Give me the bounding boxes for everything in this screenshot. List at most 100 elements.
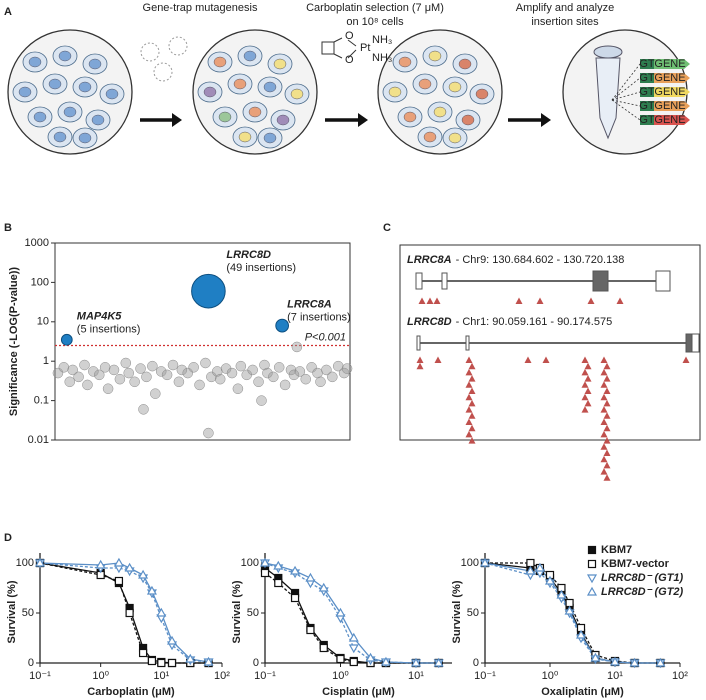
insertion (603, 399, 611, 407)
marker (147, 656, 157, 666)
insertion (468, 362, 476, 370)
background-point (79, 359, 90, 371)
background-point (312, 367, 323, 379)
insertion (587, 297, 595, 304)
cell-nucleus (105, 88, 119, 100)
hit-label: LRRC8A (287, 299, 332, 311)
marker (124, 562, 135, 572)
background-point (332, 360, 344, 372)
background-point (147, 360, 158, 372)
marker (274, 578, 283, 588)
marker (544, 575, 556, 585)
background-point (88, 366, 99, 377)
exon (691, 333, 700, 353)
marker (586, 574, 598, 584)
threshold-label: P<0.001 (305, 331, 346, 343)
exon (592, 270, 609, 292)
marker (348, 632, 359, 642)
gene-label: GENE (654, 58, 685, 70)
molecule-label: NH₃ (372, 34, 392, 46)
insertion (465, 406, 473, 413)
background-point (256, 395, 267, 406)
cell-nucleus (88, 58, 102, 70)
panel-label: B (4, 222, 12, 234)
x-axis-title: Carboplatin (μM) (87, 686, 175, 698)
marker (629, 657, 640, 667)
insertion (603, 449, 611, 456)
cell-nucleus (78, 132, 92, 144)
cell-nucleus (248, 106, 262, 118)
cell-nucleus (203, 86, 217, 98)
marker (564, 605, 575, 615)
x-tick-label: 10⁰ (92, 670, 109, 682)
background-point (188, 362, 199, 373)
step-label: insertion sites (531, 16, 599, 28)
insertion (416, 356, 424, 363)
background-point (273, 362, 285, 373)
cell-nucleus (418, 78, 432, 90)
marker (305, 572, 316, 582)
gene-box (654, 115, 690, 125)
insertion (465, 418, 473, 425)
marker (565, 598, 574, 608)
legend-label: KBM7-vector (601, 558, 670, 570)
gene-label: GENE (654, 100, 685, 112)
y-tick-label: 1 (43, 355, 49, 367)
background-point (94, 369, 105, 381)
marker (525, 565, 536, 575)
gt-label: GT (639, 114, 655, 126)
cell-nucleus (263, 132, 277, 144)
x-tick-label: 10⁻¹ (474, 670, 496, 682)
background-point (176, 364, 188, 376)
background-point (279, 379, 291, 391)
background-point (232, 383, 244, 394)
background-point (247, 364, 258, 376)
background-point (52, 367, 64, 379)
marker (575, 629, 587, 639)
molecule (321, 37, 357, 59)
marker (125, 608, 134, 618)
marker (113, 557, 124, 567)
cell-nucleus (448, 81, 462, 93)
background-point (67, 364, 78, 376)
x-tick-label: 10² (672, 670, 688, 682)
cell-nucleus (243, 50, 257, 62)
marker (410, 657, 422, 667)
step-label: Gene-trap mutagenesis (143, 2, 258, 14)
gene-name: LRRC8A (407, 254, 452, 266)
gene-title: LRRC8A - Chr9: 130.684.602 - 130.720.138 (407, 254, 624, 266)
cell-nucleus (475, 88, 489, 100)
background-point (114, 373, 126, 385)
panel-frame (399, 244, 701, 441)
x-tick-label: 10⁰ (332, 670, 349, 682)
cell-nucleus (423, 131, 437, 143)
insertion (600, 468, 608, 475)
gene-box (654, 87, 690, 97)
y-axis-title: Significance (-LOG(P-value)) (8, 267, 20, 416)
x-axis-title: Cisplatin (μM) (322, 686, 395, 698)
y-tick-label: 50 (467, 607, 479, 619)
background-point (203, 427, 214, 439)
background-point (291, 341, 303, 353)
marker (586, 586, 598, 596)
molecule-label: O (345, 30, 354, 42)
x-tick-label: 10⁰ (542, 670, 559, 682)
insertion (465, 381, 473, 388)
insertion (584, 362, 592, 370)
insertion (468, 387, 476, 394)
cell-nucleus (18, 86, 32, 98)
insertion (465, 430, 473, 438)
insertion (515, 297, 523, 304)
marker (349, 657, 358, 667)
exon (655, 270, 671, 292)
background-point (327, 371, 338, 383)
hit-bubble (60, 333, 73, 346)
insertion (584, 375, 592, 382)
background-point (300, 373, 311, 385)
background-point (220, 363, 232, 374)
insertion (581, 356, 589, 363)
background-point (82, 379, 93, 391)
background-point (341, 363, 353, 374)
marker (157, 658, 166, 668)
cell-nucleus (28, 56, 42, 68)
